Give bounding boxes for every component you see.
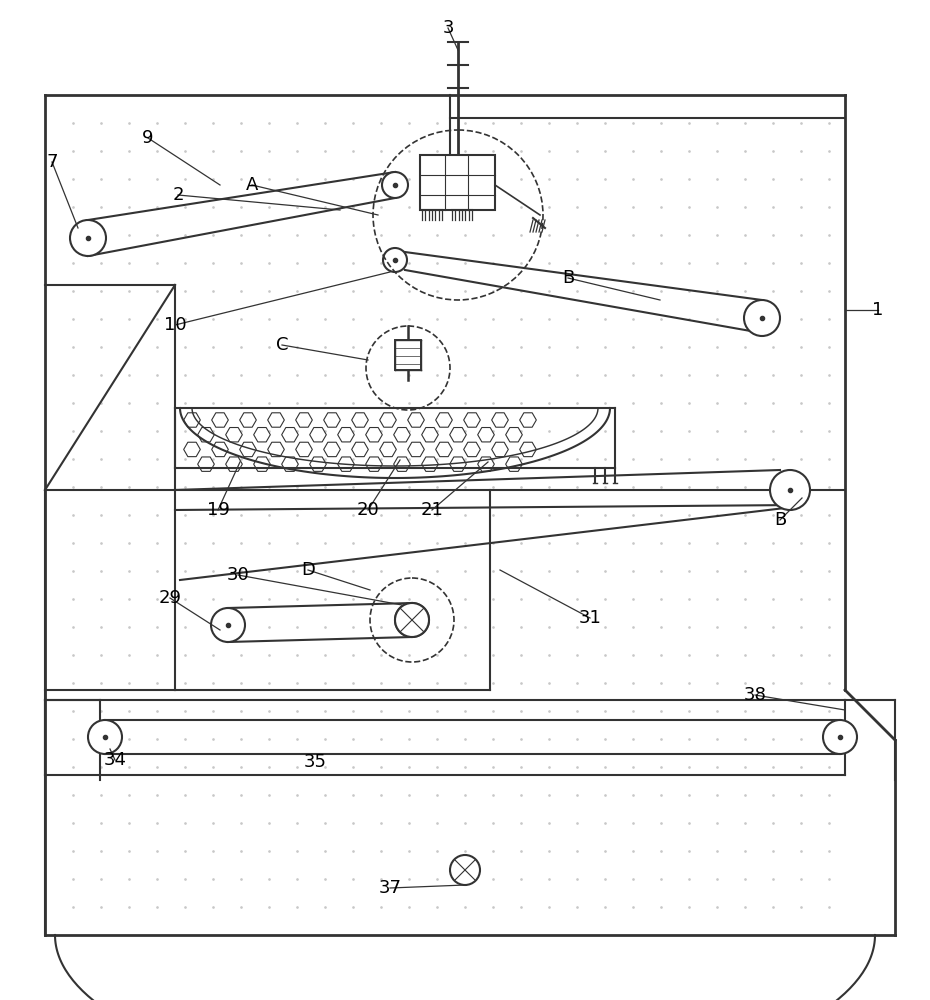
Circle shape xyxy=(770,470,810,510)
Text: 9: 9 xyxy=(142,129,153,147)
Text: 31: 31 xyxy=(578,609,602,627)
Circle shape xyxy=(211,608,245,642)
Text: 19: 19 xyxy=(206,501,230,519)
Text: B: B xyxy=(562,269,574,287)
Text: 30: 30 xyxy=(227,566,249,584)
Circle shape xyxy=(88,720,122,754)
Text: C: C xyxy=(276,336,288,354)
Text: 2: 2 xyxy=(172,186,184,204)
Text: 34: 34 xyxy=(103,751,126,769)
Text: 38: 38 xyxy=(744,686,766,704)
Text: 37: 37 xyxy=(379,879,402,897)
Text: 21: 21 xyxy=(420,501,444,519)
Circle shape xyxy=(823,720,857,754)
Text: 10: 10 xyxy=(164,316,186,334)
Circle shape xyxy=(744,300,780,336)
Circle shape xyxy=(383,248,407,272)
Text: A: A xyxy=(246,176,259,194)
Text: 1: 1 xyxy=(872,301,883,319)
Text: 35: 35 xyxy=(303,753,326,771)
Text: 3: 3 xyxy=(443,19,454,37)
Text: 29: 29 xyxy=(158,589,181,607)
Circle shape xyxy=(395,603,429,637)
Text: 7: 7 xyxy=(46,153,58,171)
FancyBboxPatch shape xyxy=(395,340,421,370)
Text: B: B xyxy=(774,511,786,529)
Text: D: D xyxy=(301,561,315,579)
Text: 20: 20 xyxy=(356,501,379,519)
FancyBboxPatch shape xyxy=(420,155,495,210)
Circle shape xyxy=(382,172,408,198)
Circle shape xyxy=(395,603,429,637)
Circle shape xyxy=(450,855,480,885)
Circle shape xyxy=(70,220,106,256)
